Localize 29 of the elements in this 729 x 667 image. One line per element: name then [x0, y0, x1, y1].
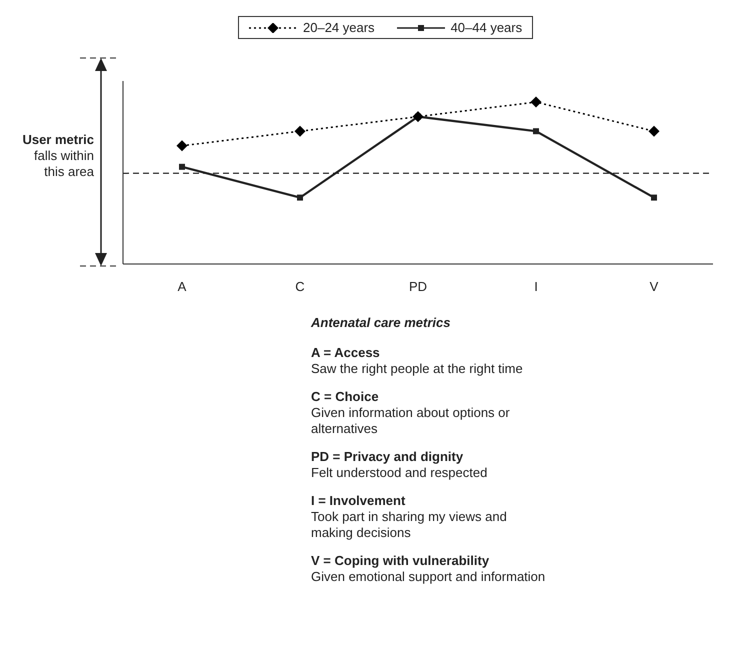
point: [533, 128, 539, 134]
x-tick-label: I: [534, 279, 538, 294]
text: Saw the right people at the right time: [311, 361, 524, 377]
text: falls within this area: [33, 148, 94, 180]
point: [530, 96, 542, 108]
text: Took part in sharing my views and making decisions: [311, 509, 508, 541]
text: Given emotional support and information: [311, 569, 546, 585]
point: [651, 194, 657, 201]
legend-label: 40–44 years: [450, 20, 522, 35]
text: I = Involvement: [311, 493, 406, 509]
x-axis-title: Antenatal care metrics: [311, 315, 452, 331]
x-tick-label: PD: [408, 279, 428, 294]
point: [176, 140, 188, 152]
point: [179, 164, 185, 170]
text: Given information about options or alternatives: [311, 405, 511, 437]
legend-label: 20–24 years: [303, 20, 375, 35]
text: User metric: [21, 132, 94, 148]
text: C = Choice: [311, 389, 380, 405]
text: V = Coping with vulnerability: [311, 553, 490, 569]
x-tick-label: C: [295, 279, 305, 294]
x-tick-label: V: [650, 279, 659, 294]
text: PD = Privacy and dignity: [311, 449, 464, 465]
x-tick-label: A: [178, 279, 187, 294]
point: [648, 126, 660, 137]
text: A = Access: [311, 345, 381, 361]
point: [297, 194, 303, 201]
point: [294, 126, 306, 137]
text: Felt understood and respected: [311, 465, 488, 481]
point: [412, 111, 424, 122]
